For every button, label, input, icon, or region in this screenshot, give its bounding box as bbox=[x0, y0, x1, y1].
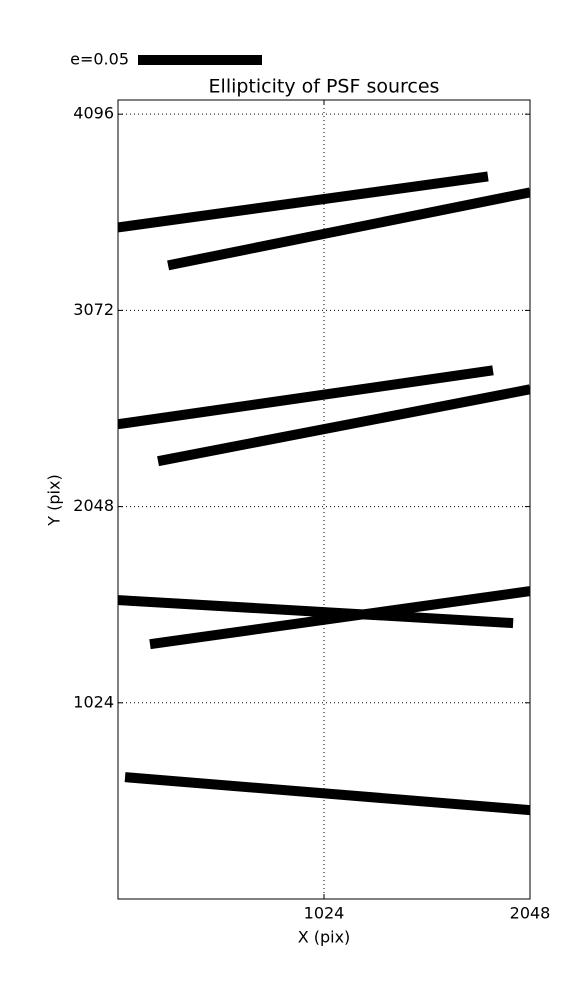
ellipticity-whisker bbox=[167, 187, 530, 271]
key-bar bbox=[138, 55, 262, 65]
key-label: e=0.05 bbox=[70, 50, 129, 69]
x-axis-label: X (pix) bbox=[298, 928, 351, 947]
x-tick-label: 1024 bbox=[304, 904, 345, 923]
y-tick-label: 1024 bbox=[73, 692, 114, 711]
ellipticity-whisker bbox=[118, 171, 489, 233]
y-tick-label: 4096 bbox=[73, 104, 114, 123]
y-tick-label: 3072 bbox=[73, 300, 114, 319]
plot-area bbox=[118, 171, 530, 816]
ellipticity-whisker bbox=[124, 772, 530, 816]
ellipticity-whisker bbox=[118, 595, 514, 629]
ellipticity-whisker bbox=[149, 586, 530, 650]
x-tick-label: 2048 bbox=[510, 904, 551, 923]
y-tick-label: 2048 bbox=[73, 496, 114, 515]
ellipticity-whisker bbox=[157, 384, 530, 467]
y-axis-label: Y (pix) bbox=[45, 474, 64, 526]
ellipticity-whisker bbox=[118, 365, 494, 430]
chart-title: Ellipticity of PSF sources bbox=[209, 76, 440, 98]
